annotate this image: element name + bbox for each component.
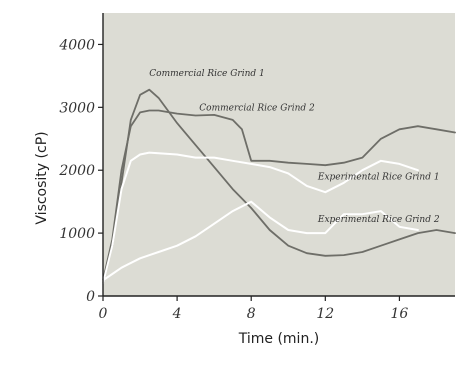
series-label-2: Commercial Rice Grind 2 [199,104,315,114]
x-axis-title: Time (min.) [238,331,320,347]
y-tick-label-4: 4000 [58,37,95,53]
y-tick-label-2: 2000 [58,163,95,179]
tick-layer: 0 1000 2000 3000 4000 0 4 8 12 16 [58,37,408,322]
series-label-1: Commercial Rice Grind 1 [149,69,264,79]
x-tick-label-3: 12 [316,306,334,322]
x-tick-label-2: 8 [247,306,256,322]
y-axis-title: Viscosity (cP) [34,131,50,224]
series-line-4 [102,200,419,282]
series-label-layer: Commercial Rice Grind 1 Commercial Rice G… [149,69,440,225]
series-label-4: Experimental Rice Grind 2 [317,215,440,225]
series-label-3: Experimental Rice Grind 1 [317,173,440,183]
x-tick-label-1: 4 [172,306,182,322]
plot-area [103,13,455,296]
x-tick-label-0: 0 [99,306,108,322]
y-tick-label-0: 0 [86,289,95,305]
x-tick-label-4: 16 [391,306,409,322]
series-line-2 [102,109,456,282]
series-line-3 [102,151,419,285]
y-tick-label-3: 3000 [59,100,95,116]
y-tick-label-1: 1000 [59,226,95,242]
series-layer [102,88,456,285]
series-line-1 [102,88,456,285]
